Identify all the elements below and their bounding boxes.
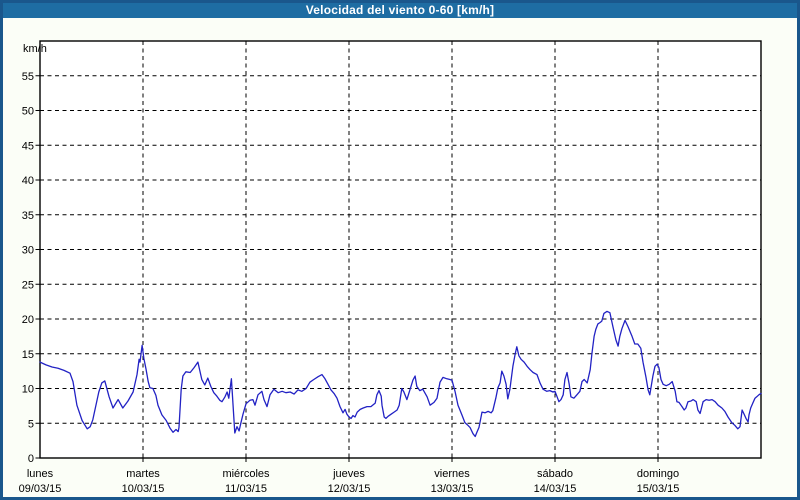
y-tick-label: 15 [22,349,34,361]
y-tick-label: 0 [28,453,34,465]
wind-speed-chart: 0 5 10 15 20 25 30 35 40 45 50 55 km/h lunes 09/03/15 m… [19,40,762,495]
day-date-label: 11/03/15 [225,483,267,495]
day-name-label: domingo [637,468,679,480]
day-name-label: martes [126,468,160,480]
y-tick-label: 25 [22,279,34,291]
y-tick-label: 45 [22,140,34,152]
day-name-label: jueves [332,468,365,480]
y-tick-label: 35 [22,210,34,222]
day-name-label: viernes [434,468,470,480]
y-axis-unit-label: km/h [23,43,47,55]
y-tick-label: 5 [28,418,34,430]
day-date-label: 13/03/15 [431,483,474,495]
day-name-label: miércoles [222,468,270,480]
y-tick-label: 30 [22,245,34,257]
day-date-label: 10/03/15 [122,483,165,495]
day-name-label: lunes [27,468,54,480]
day-date-label: 12/03/15 [328,483,371,495]
y-tick-label: 10 [22,384,34,396]
plot-border [39,40,762,459]
day-name-label: sábado [537,468,573,480]
y-tick-label: 20 [22,314,34,326]
y-tick-label: 55 [22,71,34,83]
day-date-label: 14/03/15 [534,483,577,495]
title-bar: Velocidad del viento 0-60 [km/h] [3,3,797,18]
chart-title: Velocidad del viento 0-60 [km/h] [305,3,495,17]
day-date-label: 15/03/15 [637,483,680,495]
y-tick-label: 40 [22,175,34,187]
wind-speed-line [39,310,762,438]
day-date-label: 09/03/15 [19,483,62,495]
y-tick-label: 50 [22,106,34,118]
